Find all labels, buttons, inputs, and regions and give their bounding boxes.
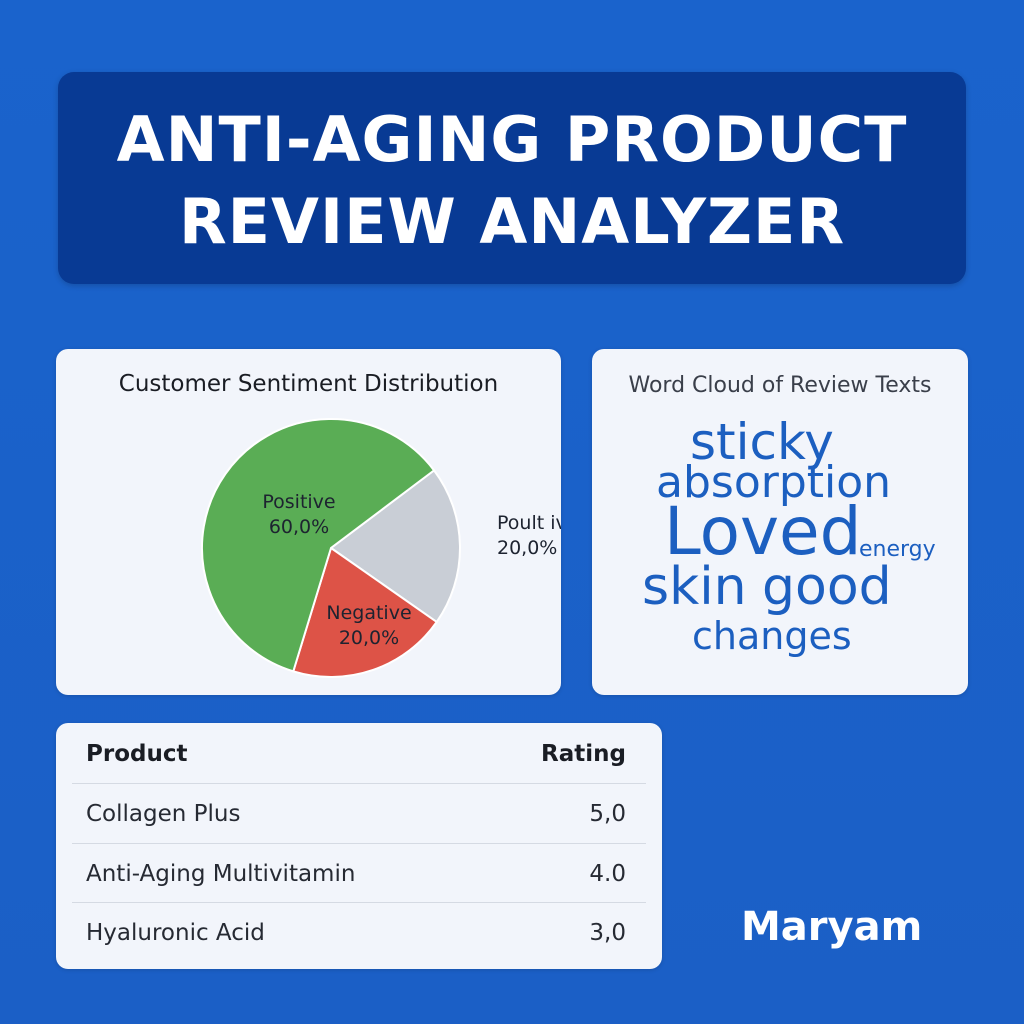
pie-slice-poult-ive <box>329 468 461 624</box>
word-sticky: sticky <box>690 413 834 471</box>
header-rating: Rating <box>541 741 626 767</box>
product-cell: Anti-Aging Multivitamin <box>86 861 356 887</box>
author-signature: Maryam <box>741 904 923 950</box>
rating-cell: 5,0 <box>589 801 626 827</box>
pie-label-poult-ive: Poult ive <box>497 512 561 534</box>
pie-value-positive: 60,0% <box>269 516 329 538</box>
sentiment-pie-chart: Positive 60,0% Poult ive 20,0% Negative 20,0% <box>201 418 561 678</box>
table-row: Hyaluronic Acid 3,0 <box>72 902 646 963</box>
sentiment-card-title: Customer Sentiment Distribution <box>118 371 499 397</box>
title-banner <box>58 72 966 284</box>
pie-label-positive: Positive <box>262 491 335 513</box>
header-product: Product <box>86 741 188 767</box>
word-energy: energy <box>859 537 936 562</box>
ratings-table: Product Rating Collagen Plus 5,0 Anti-Ag… <box>56 723 662 969</box>
word-skin: skin <box>642 557 747 617</box>
product-cell: Hyaluronic Acid <box>86 920 265 946</box>
title-line-1: ANTI-AGING PRODUCT <box>116 103 908 176</box>
rating-cell: 3,0 <box>589 920 626 946</box>
word-changes: changes <box>692 614 852 658</box>
pie-value-negative: 20,0% <box>339 627 399 649</box>
pie-value-poult-ive: 20,0% <box>497 537 557 559</box>
pie-slice-positive <box>201 418 436 673</box>
sentiment-card: Customer Sentiment Distribution Positive… <box>56 349 561 695</box>
word-absorption: absorption <box>656 457 892 508</box>
title-line-2: REVIEW ANALYZER <box>178 185 846 258</box>
word-good: good <box>762 557 892 617</box>
word-cloud-card: Word Cloud of Review Texts sticky absorp… <box>592 349 968 695</box>
word-cloud-title: Word Cloud of Review Texts <box>628 373 932 398</box>
rating-cell: 4.0 <box>589 861 626 887</box>
pie-slice-negative <box>292 546 439 678</box>
word-loved: Loved <box>664 493 862 570</box>
pie-label-negative: Negative <box>326 602 411 624</box>
table-row: Anti-Aging Multivitamin 4.0 <box>72 843 646 904</box>
table-row: Collagen Plus 5,0 <box>72 783 646 844</box>
product-cell: Collagen Plus <box>86 801 241 827</box>
